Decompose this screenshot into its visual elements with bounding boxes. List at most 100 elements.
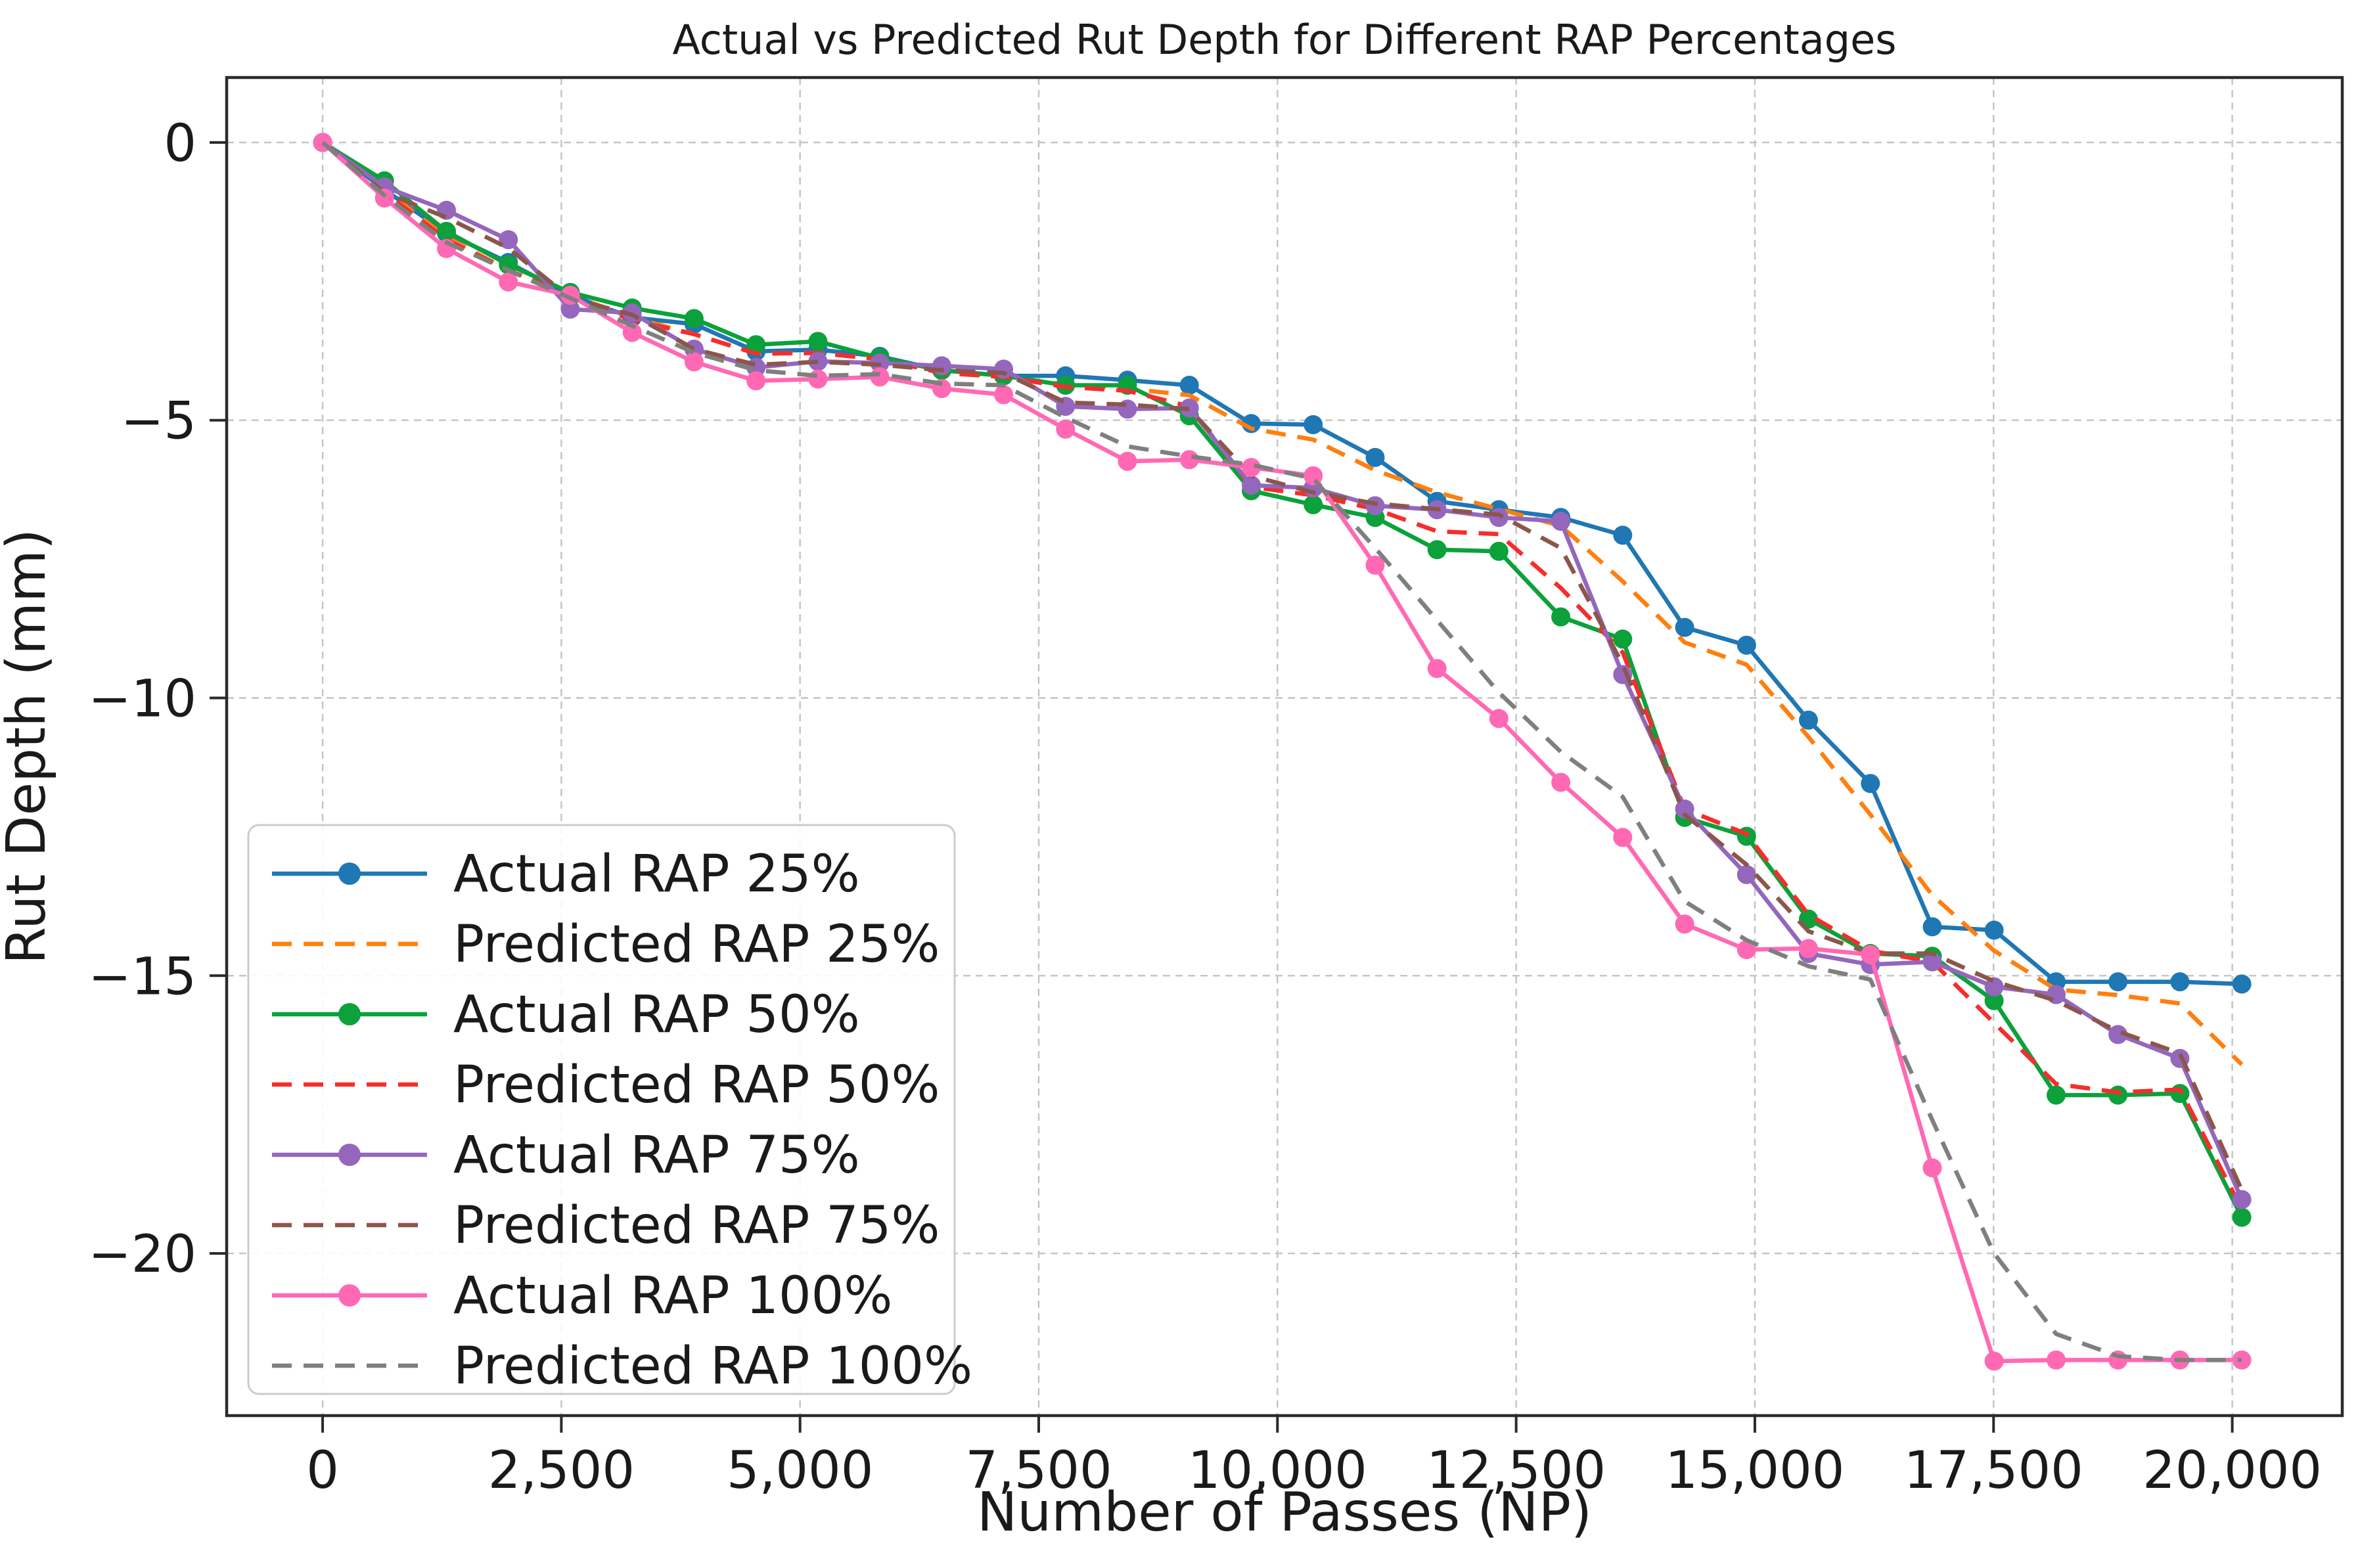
data-point-actual-rap-100-27 [1984,1351,2004,1371]
data-point-actual-rap-25-25 [1861,774,1880,794]
data-point-actual-rap-25-31 [2232,974,2252,994]
data-point-actual-rap-75-11 [994,359,1013,379]
data-point-actual-rap-100-15 [1242,458,1261,478]
data-point-actual-rap-75-14 [1179,398,1199,418]
legend-item-actual-rap-75: Actual RAP 75% [272,1126,860,1185]
data-point-actual-rap-100-3 [499,272,518,292]
data-point-actual-rap-50-20 [1551,607,1571,627]
legend-item-predicted-rap-25: Predicted RAP 25% [272,915,940,974]
data-point-actual-rap-75-31 [2232,1190,2252,1209]
legend-marker-actual-rap-75 [338,1144,361,1166]
data-point-actual-rap-25-27 [1984,920,2004,940]
series-line-actual-rap-50 [321,141,2244,1219]
data-point-actual-rap-25-26 [1922,917,1942,937]
series-line-predicted-rap-50 [321,141,2244,1210]
x-tick-label-0: 0 [306,1441,339,1500]
data-point-actual-rap-75-17 [1365,496,1385,516]
y-tick-label-2: −10 [88,670,196,729]
data-point-actual-rap-100-18 [1427,659,1447,679]
data-point-actual-rap-25-30 [2170,972,2190,992]
axis-ticks: 0 2,500 5,000 7,500 10,000 12,500 15,000 17,500… [88,114,2322,1500]
data-point-actual-rap-100-19 [1489,709,1509,728]
data-point-actual-rap-75-15 [1242,476,1261,495]
x-tick-label-8: 20,000 [2143,1441,2322,1500]
data-point-actual-rap-75-10 [932,356,951,376]
x-tick-label-1: 2,500 [488,1441,635,1500]
data-point-actual-rap-50-29 [2108,1085,2128,1105]
data-point-actual-rap-100-21 [1613,828,1633,847]
x-tick-label-7: 17,500 [1904,1441,2083,1500]
series-line-actual-rap-75 [321,141,2244,1201]
legend-item-predicted-rap-100: Predicted RAP 100% [272,1337,972,1396]
legend-marker-actual-rap-50 [338,1003,361,1025]
data-point-actual-rap-75-26 [1922,952,1942,972]
series-predicted-rap-100 [321,141,2242,1362]
data-point-actual-rap-75-23 [1736,864,1756,884]
legend-item-actual-rap-50: Actual RAP 50% [272,985,860,1044]
data-point-actual-rap-75-4 [560,300,580,319]
data-point-actual-rap-100-26 [1922,1158,1942,1178]
x-tick-label-5: 12,500 [1426,1441,1606,1500]
data-point-actual-rap-100-11 [994,385,1013,405]
data-point-actual-rap-50-28 [2047,1085,2066,1105]
data-point-actual-rap-75-28 [2047,985,2066,1004]
data-point-actual-rap-75-27 [1984,977,2004,997]
data-point-actual-rap-50-7 [746,335,766,355]
data-point-actual-rap-100-6 [684,352,704,372]
series-line-actual-rap-100 [321,141,2242,1364]
series-actual-rap-75 [313,133,2252,1209]
legend-label-actual-rap-75: Actual RAP 75% [453,1126,860,1185]
legend-label-predicted-rap-50: Predicted RAP 50% [453,1056,940,1115]
data-point-actual-rap-100-22 [1675,914,1694,934]
data-point-actual-rap-100-25 [1861,945,1880,964]
x-axis-label: Number of Passes (NP) [977,1481,1592,1544]
data-point-actual-rap-50-21 [1613,629,1633,649]
legend-label-predicted-rap-25: Predicted RAP 25% [453,915,940,974]
y-tick-label-1: −5 [121,392,196,451]
legend: Actual RAP 25% Predicted RAP 25% Actual RA… [247,824,972,1396]
data-point-actual-rap-25-14 [1179,376,1199,395]
data-point-actual-rap-100-14 [1179,450,1199,470]
data-point-actual-rap-100-13 [1118,451,1137,471]
series-layer [313,133,2252,1371]
legend-label-actual-rap-100: Actual RAP 100% [453,1266,892,1326]
data-point-actual-rap-50-16 [1304,495,1323,514]
data-point-actual-rap-75-29 [2108,1025,2128,1044]
legend-item-actual-rap-100: Actual RAP 100% [272,1266,892,1326]
axes-spines [225,76,2344,1418]
data-point-actual-rap-50-19 [1489,541,1509,561]
data-point-actual-rap-50-8 [808,332,828,351]
series-actual-rap-100 [313,133,2252,1371]
data-point-actual-rap-50-2 [437,221,456,241]
data-point-actual-rap-25-21 [1613,526,1633,545]
data-point-actual-rap-100-8 [808,369,828,389]
y-axis-label: Rut Depth (mm) [0,529,58,964]
data-point-actual-rap-75-3 [499,230,518,250]
data-point-actual-rap-75-19 [1489,508,1509,527]
x-tick-label-6: 15,000 [1665,1441,1844,1500]
data-point-actual-rap-75-22 [1675,799,1694,819]
legend-label-actual-rap-25: Actual RAP 25% [453,845,860,904]
legend-marker-actual-rap-100 [338,1284,361,1307]
data-point-actual-rap-50-6 [684,309,704,328]
x-tick-label-2: 5,000 [727,1441,873,1500]
x-tick-label-3: 7,500 [965,1441,1112,1500]
legend-item-predicted-rap-50: Predicted RAP 50% [272,1056,940,1115]
data-point-actual-rap-100-7 [746,371,766,391]
data-point-actual-rap-50-31 [2232,1207,2252,1227]
legend-box [247,824,956,1395]
y-tick-label-0: 0 [164,114,196,173]
data-point-actual-rap-100-17 [1365,555,1385,575]
data-point-actual-rap-25-17 [1365,447,1385,467]
data-point-actual-rap-50-18 [1427,540,1447,560]
data-point-actual-rap-25-16 [1304,415,1323,434]
legend-item-predicted-rap-75: Predicted RAP 75% [272,1196,940,1255]
data-point-actual-rap-25-22 [1675,617,1694,637]
legend-label-actual-rap-50: Actual RAP 50% [453,985,860,1044]
plot-border [225,76,2344,1418]
data-point-actual-rap-100-9 [870,367,890,387]
data-point-actual-rap-50-27 [1984,991,2004,1010]
legend-label-predicted-rap-75: Predicted RAP 75% [453,1196,940,1255]
